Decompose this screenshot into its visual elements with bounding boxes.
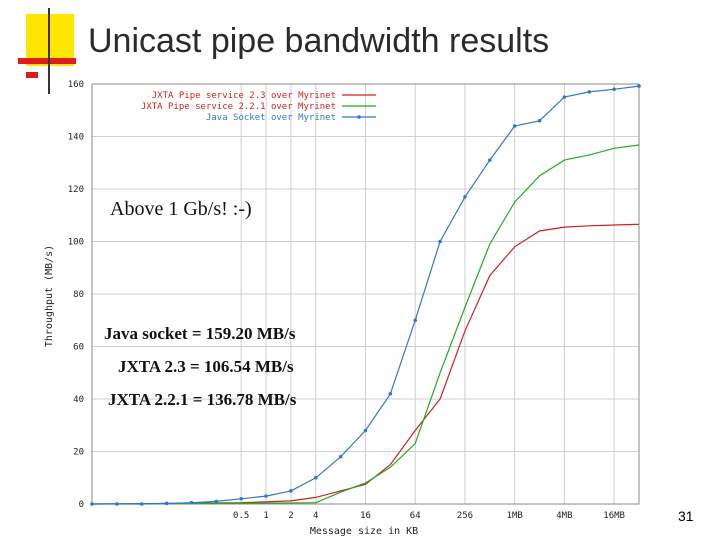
- series-point: [637, 84, 641, 88]
- x-axis-ticks: 0.5 1 2 4 16 64 256 1MB 4MB 16MB: [233, 511, 625, 521]
- x-tick-label: 64: [410, 511, 421, 521]
- slide-title: Unicast pipe bandwidth results: [88, 22, 550, 60]
- series-point: [512, 124, 517, 128]
- x-tick-label: 16MB: [603, 511, 625, 521]
- x-tick-label: 0.5: [233, 511, 249, 521]
- y-tick-label: 80: [73, 290, 84, 300]
- series-point: [214, 499, 219, 504]
- annotation-java-socket: Java socket = 159.20 MB/s: [104, 324, 296, 343]
- series-point: [562, 95, 567, 99]
- annotation-jxta-23: JXTA 2.3 = 106.54 MB/s: [118, 357, 294, 376]
- x-tick-label: 4MB: [556, 511, 572, 521]
- x-tick-label: 1: [263, 511, 268, 521]
- slide-accent-red-stub: [26, 72, 38, 78]
- x-tick-label: 2: [288, 511, 293, 521]
- series-point: [139, 502, 144, 506]
- y-tick-label: 40: [73, 395, 84, 405]
- series-point: [338, 454, 343, 459]
- chart-series: [90, 84, 641, 506]
- series-line: [91, 223, 640, 505]
- y-tick-label: 0: [79, 500, 84, 510]
- legend-label: JXTA Pipe service 2.3 over Myrinet: [152, 91, 336, 101]
- y-tick-label: 20: [73, 448, 84, 458]
- slide-number: 31: [678, 508, 694, 524]
- series-point: [363, 428, 368, 433]
- series-point: [612, 87, 616, 92]
- series-point: [164, 501, 169, 506]
- legend-label: Java Socket over Myrinet: [206, 113, 336, 123]
- x-tick-label: 16: [360, 511, 371, 521]
- series-point: [313, 475, 318, 480]
- slide-accent-yellow: [26, 14, 74, 66]
- x-axis-label: Message size in KB: [310, 526, 418, 537]
- series-point: [413, 318, 418, 323]
- x-tick-label: 256: [457, 511, 473, 521]
- legend-label: JXTA Pipe service 2.2.1 over Myrinet: [141, 102, 336, 112]
- series-point: [388, 391, 393, 396]
- series-point: [115, 502, 119, 506]
- legend-marker: [357, 115, 361, 119]
- annotation-above-gigabit: Above 1 Gb/s! :-): [110, 198, 252, 220]
- series-point: [289, 489, 293, 493]
- y-axis-ticks: 0 20 40 60 80 100 120 140 160: [68, 80, 84, 510]
- y-tick-label: 140: [68, 133, 84, 143]
- x-tick-label: 1MB: [507, 511, 523, 521]
- series-point: [189, 500, 194, 505]
- series-line: [91, 144, 640, 505]
- slide-accent-red-bar: [18, 58, 76, 64]
- series-point: [488, 158, 492, 162]
- plot-area-border: [91, 83, 640, 505]
- x-tick-label: 4: [313, 511, 318, 521]
- series-point: [587, 90, 592, 94]
- series-point: [239, 496, 243, 501]
- annotation-jxta-221: JXTA 2.2.1 = 136.78 MB/s: [108, 390, 297, 409]
- y-tick-label: 100: [68, 238, 84, 248]
- chart-grid: [92, 83, 639, 505]
- y-tick-label: 120: [68, 185, 84, 195]
- y-tick-label: 60: [73, 343, 84, 353]
- y-tick-label: 160: [68, 80, 84, 90]
- series-point: [438, 239, 442, 244]
- slide-accent-vertical-line: [48, 8, 50, 94]
- y-axis-label: Throughput (MB/s): [44, 245, 55, 347]
- series-point: [463, 195, 467, 199]
- series-point: [537, 118, 542, 123]
- series-point: [264, 494, 268, 498]
- series-point: [90, 502, 94, 506]
